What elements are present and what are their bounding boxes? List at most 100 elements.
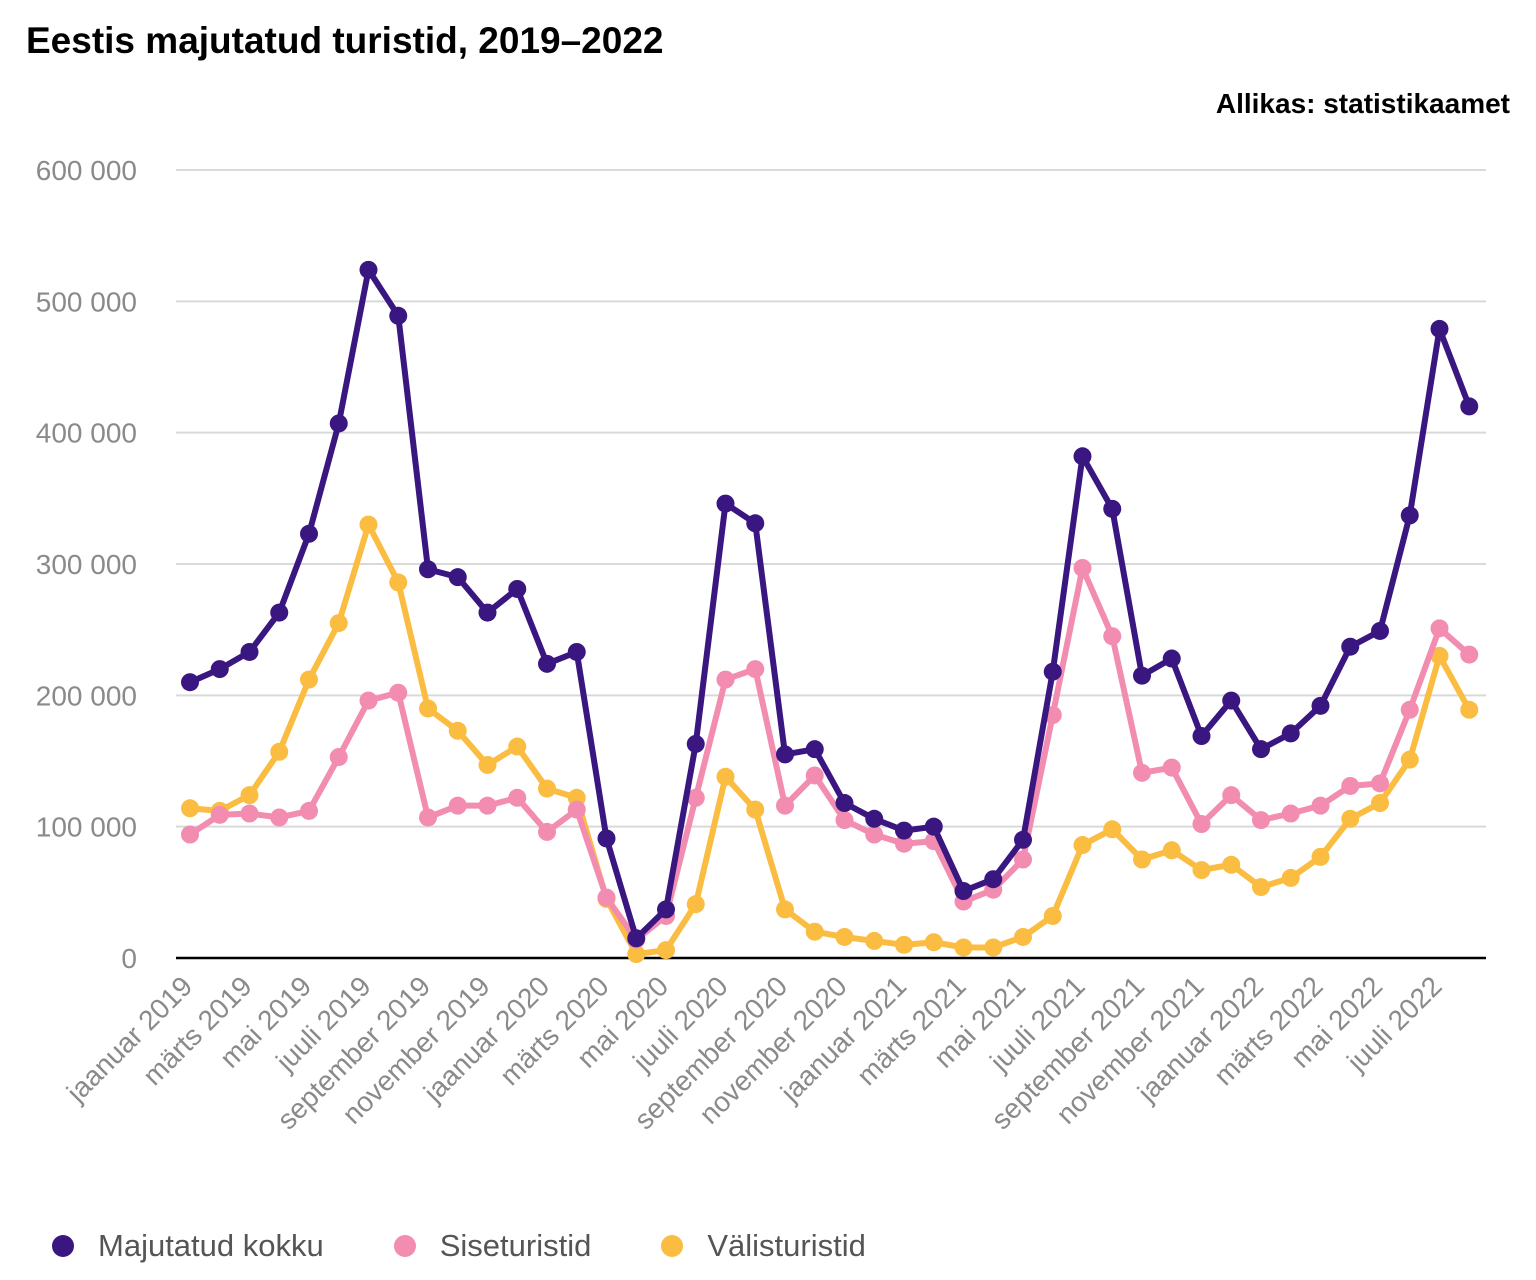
legend-item-majutatud-kokku[interactable]: Majutatud kokku	[52, 1228, 324, 1264]
data-point[interactable]	[329, 414, 348, 433]
data-point[interactable]	[805, 922, 824, 941]
data-point[interactable]	[1043, 662, 1062, 681]
data-point[interactable]	[1162, 841, 1181, 860]
data-point[interactable]	[1103, 820, 1122, 839]
data-point[interactable]	[181, 825, 199, 844]
data-point[interactable]	[657, 900, 675, 919]
data-point[interactable]	[567, 800, 586, 819]
data-point[interactable]	[686, 734, 705, 753]
data-point[interactable]	[210, 805, 229, 824]
data-point[interactable]	[1460, 397, 1479, 416]
data-point[interactable]	[984, 870, 1003, 889]
data-point[interactable]	[627, 945, 646, 964]
data-point[interactable]	[1073, 836, 1092, 855]
data-point[interactable]	[1222, 786, 1241, 805]
data-point[interactable]	[865, 931, 884, 950]
data-point[interactable]	[419, 808, 437, 827]
data-point[interactable]	[1341, 776, 1360, 795]
data-point[interactable]	[954, 938, 973, 957]
data-point[interactable]	[1430, 619, 1449, 638]
data-point[interactable]	[746, 514, 765, 533]
data-point[interactable]	[1400, 750, 1419, 769]
data-point[interactable]	[1371, 774, 1389, 793]
data-point[interactable]	[1014, 850, 1032, 869]
data-point[interactable]	[865, 809, 884, 828]
data-point[interactable]	[508, 788, 527, 807]
data-point[interactable]	[329, 748, 348, 767]
data-point[interactable]	[1222, 855, 1241, 874]
data-point[interactable]	[1192, 727, 1211, 746]
data-point[interactable]	[1371, 794, 1389, 813]
data-point[interactable]	[270, 603, 289, 622]
data-point[interactable]	[686, 788, 705, 807]
data-point[interactable]	[240, 804, 259, 823]
data-point[interactable]	[538, 654, 556, 673]
data-point[interactable]	[389, 306, 408, 325]
data-point[interactable]	[895, 834, 913, 853]
data-point[interactable]	[329, 614, 348, 633]
data-point[interactable]	[1043, 906, 1062, 925]
data-point[interactable]	[538, 822, 556, 841]
data-point[interactable]	[716, 767, 735, 786]
data-point[interactable]	[1162, 758, 1181, 777]
data-point[interactable]	[567, 642, 586, 661]
data-point[interactable]	[1371, 621, 1389, 640]
data-point[interactable]	[538, 779, 556, 798]
data-point[interactable]	[627, 929, 646, 948]
data-point[interactable]	[1192, 815, 1211, 834]
data-point[interactable]	[359, 260, 378, 279]
data-point[interactable]	[835, 794, 854, 813]
data-point[interactable]	[1103, 627, 1122, 646]
data-point[interactable]	[1430, 646, 1449, 665]
data-point[interactable]	[1281, 724, 1300, 743]
data-point[interactable]	[895, 935, 913, 954]
data-point[interactable]	[776, 796, 794, 815]
data-point[interactable]	[1014, 927, 1032, 946]
data-point[interactable]	[1133, 763, 1151, 782]
data-point[interactable]	[448, 568, 467, 587]
data-point[interactable]	[686, 895, 705, 914]
data-point[interactable]	[1073, 558, 1092, 577]
data-point[interactable]	[1460, 700, 1479, 719]
legend-item-siseturistid[interactable]: Siseturistid	[393, 1228, 591, 1264]
data-point[interactable]	[1281, 804, 1300, 823]
data-point[interactable]	[389, 683, 408, 702]
data-point[interactable]	[1311, 796, 1330, 815]
data-point[interactable]	[181, 673, 199, 692]
data-point[interactable]	[895, 821, 913, 840]
data-point[interactable]	[448, 721, 467, 740]
legend-item-valisturistid[interactable]: Välisturistid	[661, 1228, 866, 1264]
data-point[interactable]	[805, 766, 824, 785]
data-point[interactable]	[716, 494, 735, 513]
data-point[interactable]	[181, 799, 199, 818]
data-point[interactable]	[1341, 809, 1360, 828]
data-point[interactable]	[478, 796, 497, 815]
data-point[interactable]	[478, 755, 497, 774]
data-point[interactable]	[1073, 447, 1092, 466]
data-point[interactable]	[1281, 868, 1300, 887]
data-point[interactable]	[835, 927, 854, 946]
data-point[interactable]	[1341, 637, 1360, 656]
data-point[interactable]	[657, 941, 675, 960]
data-point[interactable]	[776, 900, 794, 919]
data-point[interactable]	[1192, 861, 1211, 880]
data-point[interactable]	[954, 882, 973, 901]
data-point[interactable]	[1400, 700, 1419, 719]
data-point[interactable]	[1222, 691, 1241, 710]
data-point[interactable]	[300, 670, 318, 689]
data-point[interactable]	[359, 515, 378, 534]
data-point[interactable]	[419, 699, 437, 718]
data-point[interactable]	[1400, 506, 1419, 525]
data-point[interactable]	[746, 800, 765, 819]
data-point[interactable]	[805, 740, 824, 759]
data-point[interactable]	[240, 786, 259, 805]
data-point[interactable]	[835, 811, 854, 830]
data-point[interactable]	[865, 825, 884, 844]
data-point[interactable]	[746, 660, 765, 679]
data-point[interactable]	[1430, 319, 1449, 338]
data-point[interactable]	[389, 573, 408, 592]
data-point[interactable]	[508, 579, 527, 598]
data-point[interactable]	[270, 808, 289, 827]
data-point[interactable]	[1014, 830, 1032, 849]
data-point[interactable]	[716, 670, 735, 689]
